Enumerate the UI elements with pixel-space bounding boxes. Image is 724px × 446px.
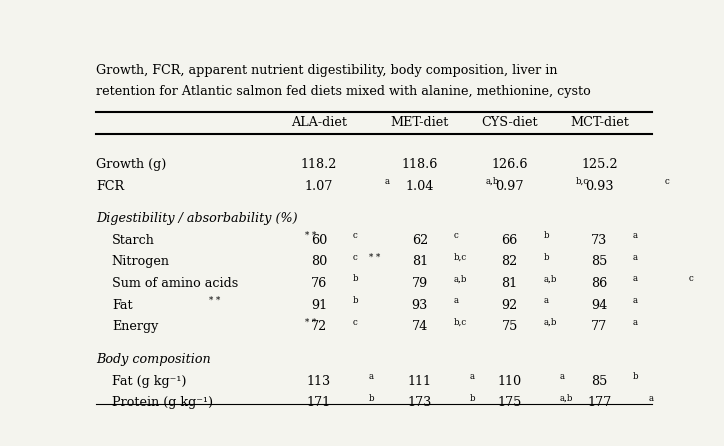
- Text: b,c: b,c: [453, 253, 467, 262]
- Text: a: a: [560, 372, 564, 381]
- Text: b: b: [353, 274, 358, 283]
- Text: Growth (g): Growth (g): [96, 158, 167, 171]
- Text: Body composition: Body composition: [96, 353, 211, 366]
- Text: b: b: [369, 393, 374, 402]
- Text: 91: 91: [311, 299, 327, 312]
- Text: 1.04: 1.04: [405, 180, 434, 193]
- Text: Fat (g kg⁻¹): Fat (g kg⁻¹): [111, 375, 186, 388]
- Text: 118.6: 118.6: [402, 158, 438, 171]
- Text: b,c: b,c: [576, 177, 589, 186]
- Text: * *: * *: [209, 296, 220, 305]
- Text: 75: 75: [502, 320, 518, 333]
- Text: c: c: [353, 253, 358, 262]
- Text: 74: 74: [412, 320, 428, 333]
- Text: 80: 80: [311, 256, 327, 268]
- Text: 81: 81: [502, 277, 518, 290]
- Text: a: a: [543, 296, 548, 305]
- Text: 0.97: 0.97: [495, 180, 524, 193]
- Text: a: a: [470, 372, 474, 381]
- Text: Nitrogen: Nitrogen: [111, 256, 170, 268]
- Text: 177: 177: [587, 396, 612, 409]
- Text: a: a: [633, 253, 638, 262]
- Text: c: c: [689, 274, 694, 283]
- Text: 171: 171: [307, 396, 331, 409]
- Text: CYS-diet: CYS-diet: [481, 116, 538, 129]
- Text: 72: 72: [311, 320, 327, 333]
- Text: 79: 79: [412, 277, 428, 290]
- Text: Starch: Starch: [111, 234, 155, 247]
- Text: a: a: [633, 231, 638, 240]
- Text: 81: 81: [412, 256, 428, 268]
- Text: 85: 85: [592, 375, 607, 388]
- Text: c: c: [453, 231, 458, 240]
- Text: Sum of amino acids: Sum of amino acids: [111, 277, 238, 290]
- Text: a: a: [369, 372, 374, 381]
- Text: b: b: [543, 253, 549, 262]
- Text: 126.6: 126.6: [492, 158, 528, 171]
- Text: c: c: [353, 318, 358, 326]
- Text: 173: 173: [408, 396, 432, 409]
- Text: retention for Atlantic salmon fed diets mixed with alanine, methionine, cysto: retention for Atlantic salmon fed diets …: [96, 86, 591, 99]
- Text: 0.93: 0.93: [585, 180, 614, 193]
- Text: MCT-diet: MCT-diet: [570, 116, 629, 129]
- Text: a: a: [384, 177, 390, 186]
- Text: 60: 60: [311, 234, 327, 247]
- Text: ALA-diet: ALA-diet: [291, 116, 347, 129]
- Text: 77: 77: [592, 320, 607, 333]
- Text: 113: 113: [307, 375, 331, 388]
- Text: a: a: [633, 296, 638, 305]
- Text: Protein (g kg⁻¹): Protein (g kg⁻¹): [111, 396, 213, 409]
- Text: a,b: a,b: [486, 177, 499, 186]
- Text: Fat: Fat: [111, 299, 132, 312]
- Text: a: a: [649, 393, 654, 402]
- Text: a: a: [453, 296, 458, 305]
- Text: 94: 94: [592, 299, 607, 312]
- Text: 82: 82: [502, 256, 518, 268]
- Text: 76: 76: [311, 277, 327, 290]
- Text: c: c: [665, 177, 670, 186]
- Text: a: a: [633, 274, 638, 283]
- Text: b: b: [633, 372, 639, 381]
- Text: a: a: [633, 318, 638, 326]
- Text: a,b: a,b: [543, 274, 557, 283]
- Text: b: b: [543, 231, 549, 240]
- Text: * *: * *: [305, 318, 316, 326]
- Text: 86: 86: [592, 277, 607, 290]
- Text: Growth, FCR, apparent nutrient digestibility, body composition, liver in: Growth, FCR, apparent nutrient digestibi…: [96, 64, 557, 77]
- Text: MET-diet: MET-diet: [391, 116, 449, 129]
- Text: 62: 62: [412, 234, 428, 247]
- Text: Digestibility / absorbability (%): Digestibility / absorbability (%): [96, 212, 298, 225]
- Text: Energy: Energy: [111, 320, 159, 333]
- Text: b,c: b,c: [453, 318, 467, 326]
- Text: 1.07: 1.07: [305, 180, 333, 193]
- Text: a,b: a,b: [543, 318, 557, 326]
- Text: b: b: [470, 393, 475, 402]
- Text: * *: * *: [305, 231, 316, 240]
- Text: 110: 110: [497, 375, 522, 388]
- Text: 93: 93: [412, 299, 428, 312]
- Text: b: b: [353, 296, 358, 305]
- Text: FCR: FCR: [96, 180, 125, 193]
- Text: 111: 111: [408, 375, 432, 388]
- Text: 92: 92: [502, 299, 518, 312]
- Text: 118.2: 118.2: [300, 158, 337, 171]
- Text: a,b: a,b: [560, 393, 573, 402]
- Text: 175: 175: [497, 396, 522, 409]
- Text: * *: * *: [369, 253, 380, 262]
- Text: 66: 66: [502, 234, 518, 247]
- Text: 85: 85: [592, 256, 607, 268]
- Text: a,b: a,b: [453, 274, 467, 283]
- Text: 73: 73: [592, 234, 607, 247]
- Text: c: c: [353, 231, 358, 240]
- Text: 125.2: 125.2: [581, 158, 618, 171]
